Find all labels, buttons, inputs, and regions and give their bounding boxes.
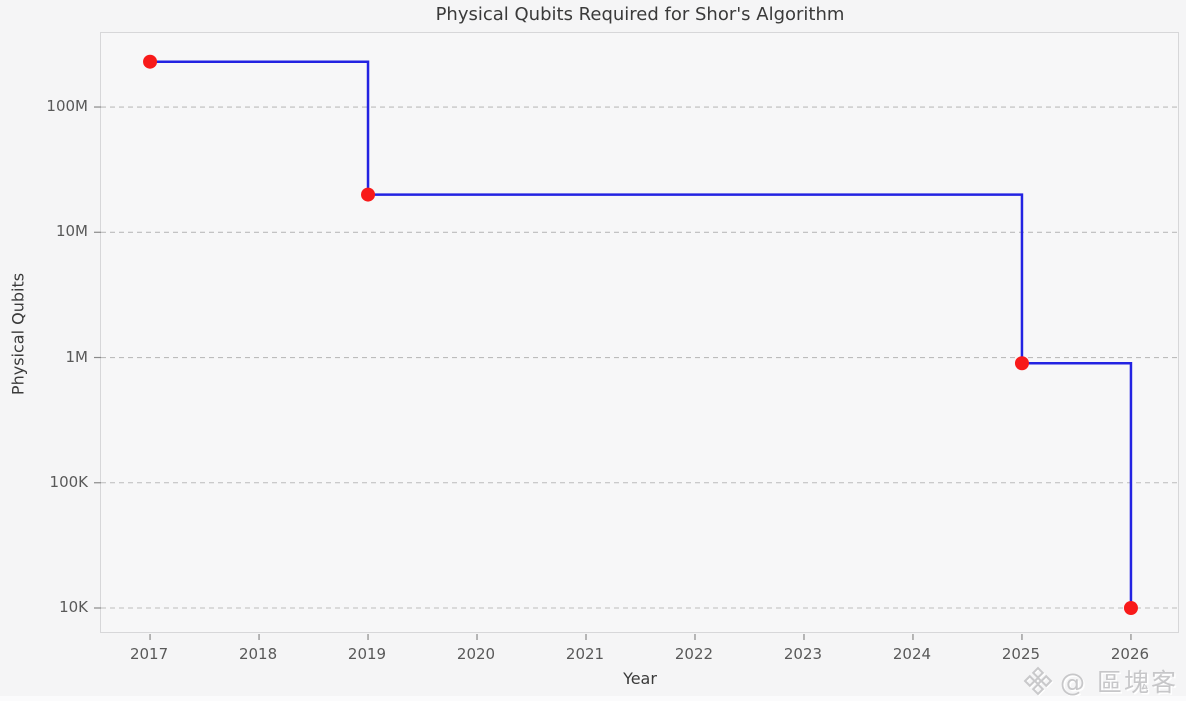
watermark: @ 區塊客 — [1023, 663, 1178, 699]
x-tick-label: 2020 — [456, 645, 496, 663]
y-tick-label: 1M — [65, 347, 89, 366]
watermark-text: @ 區塊客 — [1060, 668, 1178, 697]
y-tick-label: 10M — [55, 222, 88, 241]
x-tick-label: 2026 — [1110, 645, 1150, 663]
x-tick-label: 2017 — [129, 645, 169, 663]
x-tick-label: 2018 — [238, 645, 278, 663]
y-tick-label: 10K — [59, 597, 88, 616]
step-chart-canvas — [94, 54, 1180, 640]
step-line — [150, 60, 1133, 608]
binance-diamond-logo-icon — [1023, 666, 1053, 696]
x-tick-label: 2021 — [565, 645, 605, 663]
x-tick-label: 2023 — [783, 645, 823, 663]
plot-area — [94, 32, 1180, 640]
x-tick-label: 2025 — [1001, 645, 1041, 663]
x-axis-label: Year — [623, 669, 657, 688]
x-tick-label: 2019 — [347, 645, 387, 663]
chart-title: Physical Qubits Required for Shor's Algo… — [435, 4, 845, 25]
y-tick-label: 100M — [46, 97, 88, 116]
bottom-edge-strip — [0, 696, 1186, 701]
data-point-marker — [143, 54, 158, 69]
y-axis-label: Physical Qubits — [8, 272, 28, 396]
x-tick-label: 2024 — [892, 645, 932, 663]
x-tick-label: 2022 — [674, 645, 714, 663]
data-point-marker — [1123, 600, 1138, 615]
y-tick-label: 100K — [49, 472, 88, 491]
data-point-marker — [361, 187, 376, 202]
data-point-marker — [1014, 356, 1029, 371]
